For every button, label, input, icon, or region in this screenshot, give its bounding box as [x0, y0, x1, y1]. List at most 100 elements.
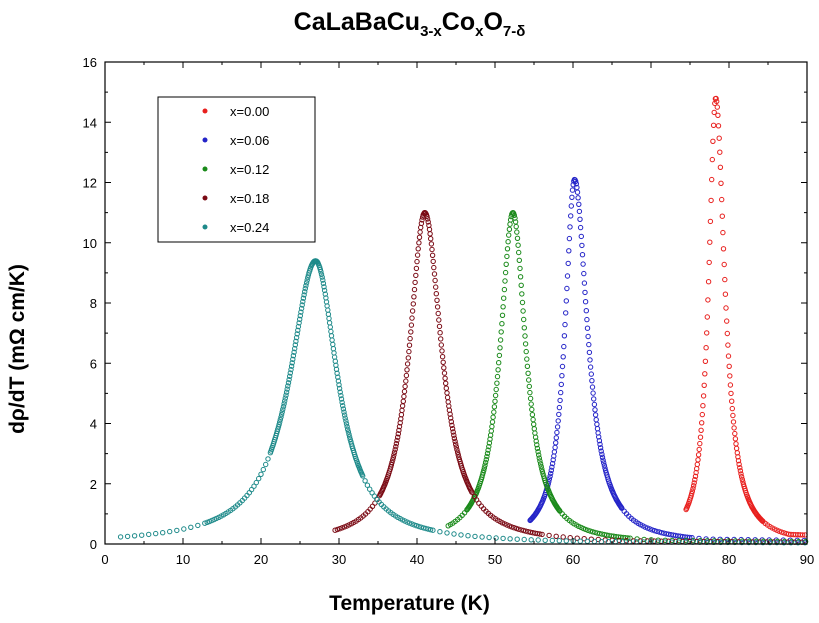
- data-point: [733, 445, 740, 452]
- data-point: [516, 526, 522, 532]
- data-point: [406, 342, 413, 348]
- data-point: [345, 429, 352, 435]
- data-point: [559, 373, 565, 379]
- data-point: [570, 182, 576, 188]
- data-point: [364, 482, 371, 488]
- data-point: [288, 366, 294, 373]
- data-point: [448, 415, 454, 421]
- data-point: [320, 277, 326, 283]
- data-point: [289, 360, 295, 366]
- data-point: [444, 390, 450, 396]
- data-point: [410, 301, 416, 307]
- data-point: [730, 412, 736, 419]
- data-point: [536, 452, 542, 458]
- data-point: [418, 524, 424, 530]
- data-point: [514, 235, 521, 242]
- data-point: [569, 187, 576, 193]
- data-point: [507, 217, 514, 223]
- data-point: [167, 528, 173, 535]
- data-point: [597, 445, 604, 451]
- data-point: [285, 383, 291, 389]
- data-point: [587, 364, 594, 370]
- data-point: [497, 345, 503, 351]
- data-point: [586, 341, 592, 348]
- data-point: [506, 232, 512, 238]
- data-point: [486, 440, 493, 446]
- data-point: [303, 280, 310, 286]
- data-point: [389, 459, 395, 466]
- data-point: [700, 403, 706, 409]
- data-point: [531, 421, 537, 427]
- data-point: [556, 404, 563, 411]
- data-point: [286, 376, 292, 383]
- data-point: [592, 407, 598, 413]
- data-point: [300, 295, 307, 301]
- data-point: [554, 424, 561, 430]
- data-marks: [117, 95, 809, 546]
- data-point: [280, 403, 287, 410]
- data-point: [498, 329, 504, 335]
- data-point: [719, 196, 725, 203]
- data-point: [496, 360, 502, 366]
- data-point: [689, 488, 695, 494]
- data-point: [514, 229, 520, 235]
- data-point: [494, 380, 500, 386]
- series-x=0.00: [683, 95, 808, 538]
- data-point: [746, 539, 752, 546]
- data-point: [502, 278, 508, 284]
- data-point: [320, 280, 327, 287]
- data-point: [594, 426, 601, 432]
- data-point: [719, 213, 725, 219]
- legend-label: x=0.00: [230, 104, 269, 119]
- data-point: [691, 480, 697, 486]
- data-point: [430, 527, 436, 533]
- data-point: [582, 526, 589, 533]
- data-point: [599, 451, 605, 457]
- data-point: [732, 539, 738, 546]
- data-point: [527, 389, 533, 396]
- data-point: [548, 470, 554, 477]
- data-point: [431, 264, 437, 271]
- data-point: [338, 392, 344, 399]
- data-point: [124, 533, 131, 540]
- series-x=0.18: [332, 210, 805, 545]
- data-point: [496, 352, 503, 359]
- data-point: [439, 354, 446, 360]
- data-point: [513, 525, 520, 532]
- data-point: [714, 98, 720, 105]
- data-point: [416, 523, 422, 530]
- data-point: [292, 345, 298, 352]
- data-point: [692, 477, 698, 483]
- data-point: [553, 440, 559, 446]
- data-point: [574, 189, 581, 195]
- data-point: [493, 386, 499, 393]
- data-point: [341, 409, 347, 415]
- data-point: [521, 316, 527, 323]
- data-point: [732, 436, 739, 442]
- data-point: [412, 279, 418, 286]
- data-point: [727, 382, 734, 388]
- data-point: [302, 289, 308, 295]
- data-point: [529, 406, 535, 413]
- data-point: [406, 520, 413, 526]
- data-point: [715, 112, 721, 119]
- data-point: [296, 320, 302, 326]
- data-point: [501, 295, 507, 301]
- data-point: [195, 522, 201, 529]
- data-point: [494, 373, 501, 380]
- data-point: [447, 411, 453, 417]
- data-point: [277, 416, 283, 423]
- data-point: [285, 380, 292, 386]
- data-point: [319, 274, 325, 280]
- data-point: [525, 370, 531, 376]
- data-point: [450, 429, 456, 435]
- data-point: [499, 312, 506, 318]
- data-point: [710, 138, 716, 145]
- data-point: [400, 398, 406, 404]
- data-point: [480, 470, 486, 476]
- data-point: [253, 479, 259, 486]
- data-point: [497, 337, 504, 343]
- data-point: [519, 291, 525, 297]
- data-point: [295, 327, 301, 333]
- data-point: [479, 534, 485, 540]
